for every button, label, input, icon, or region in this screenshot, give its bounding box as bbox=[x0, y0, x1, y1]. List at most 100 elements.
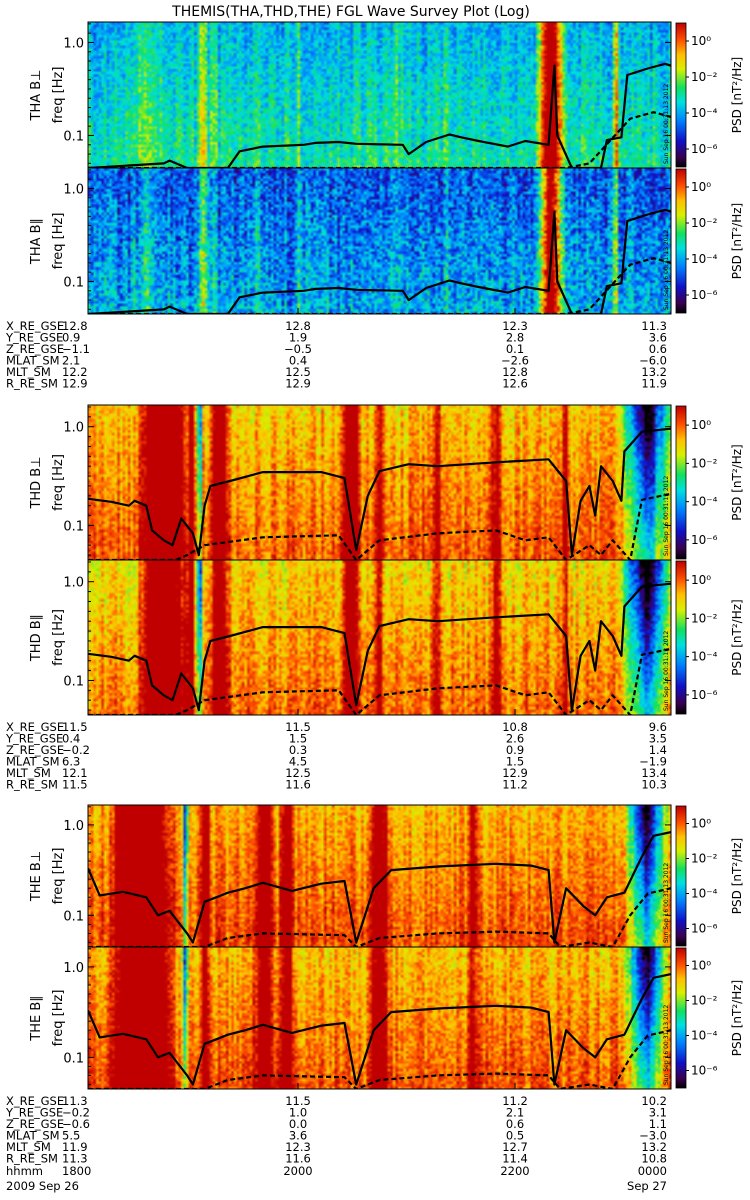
y-tick-label: 1.0 bbox=[63, 36, 84, 51]
colorbar-tick-label: 10⁻² bbox=[691, 216, 718, 230]
dashed-line-tha-1 bbox=[88, 257, 671, 314]
colorbar-tick-label: 10⁻² bbox=[691, 852, 718, 866]
ephem-label: X_RE_GSE bbox=[6, 319, 64, 333]
stamp-group: Sun Sep 16 00:31:13 2012 bbox=[663, 84, 670, 164]
ephem-value: 11.4 bbox=[502, 1152, 528, 1166]
y-tick-label: 1.0 bbox=[63, 961, 84, 976]
spectrogram-the-1 bbox=[88, 947, 671, 1089]
lines-the-1 bbox=[88, 973, 671, 1089]
figure-title: THEMIS(THA,THD,THE) FGL Wave Survey Plot… bbox=[171, 4, 530, 20]
ephem-label: MLAT_SM bbox=[6, 354, 60, 368]
lines-tha-0 bbox=[88, 62, 671, 168]
colorbar-tick-label: 10⁰ bbox=[691, 959, 711, 973]
ephem-label: R_RE_SM bbox=[6, 377, 58, 391]
ephem-value: 10.8 bbox=[502, 720, 528, 734]
colorbar-tick-label: 10⁻⁴ bbox=[691, 252, 718, 266]
ephem-value: 3.5 bbox=[649, 732, 667, 746]
ylabel-group: freq [Hz] bbox=[51, 990, 66, 1047]
solid-line-thd-1 bbox=[88, 582, 671, 712]
ephem-value: 11.5 bbox=[285, 1094, 311, 1108]
panel-frame bbox=[87, 559, 672, 716]
ephem-value: 10.2 bbox=[641, 1094, 667, 1108]
y-axis-label: freq [Hz] bbox=[51, 67, 66, 124]
panel-label-group: THD B⊥ bbox=[29, 456, 44, 509]
colorbar-label: PSD [nT²/Hz] bbox=[730, 444, 744, 520]
ephem-value: 12.5 bbox=[285, 766, 311, 780]
colorbar-tick-label: 10⁻² bbox=[691, 456, 718, 470]
timestamp-stamp: Sun Sep 16 00:31:13 2012 bbox=[663, 631, 670, 711]
ephem-label: X_RE_GSE bbox=[6, 720, 64, 734]
timestamp-stamp: Sun Sep 16 00:31:13 2012 bbox=[663, 476, 670, 556]
ephem-label: MLT_SM bbox=[6, 766, 51, 780]
time-tick-label: 0000 bbox=[638, 1164, 667, 1178]
colorbar bbox=[675, 168, 687, 314]
colorbar-tick-label: 10⁻² bbox=[691, 70, 718, 84]
colorbar bbox=[675, 947, 687, 1089]
ephem-value: 11.3 bbox=[62, 1094, 88, 1108]
ephem-value: 11.6 bbox=[285, 1152, 311, 1166]
colorbar bbox=[675, 805, 687, 947]
colorbar-tick-label: 10⁻⁶ bbox=[691, 688, 718, 702]
ephem-value: 11.2 bbox=[502, 1094, 528, 1108]
lines-thd-0 bbox=[88, 427, 671, 560]
colorbar-tick-label: 10⁻² bbox=[691, 611, 718, 625]
ephem-value: 11.3 bbox=[641, 319, 667, 333]
ephem-value: 4.5 bbox=[289, 755, 307, 769]
ephem-label: R_RE_SM bbox=[6, 1152, 58, 1166]
lines-tha-1 bbox=[88, 208, 671, 314]
ephem-value: 5.5 bbox=[62, 1129, 80, 1143]
y-tick-label: 1.0 bbox=[63, 182, 84, 197]
colorbar-tick-label: 10⁻⁶ bbox=[691, 288, 718, 302]
y-axis-label: freq [Hz] bbox=[51, 990, 66, 1047]
dashed-line-thd-0 bbox=[88, 492, 671, 560]
lines-thd-1 bbox=[88, 582, 671, 715]
ephem-value: 12.3 bbox=[502, 319, 528, 333]
colorbar bbox=[675, 405, 687, 560]
colorbar-tick-label: 10⁻⁶ bbox=[691, 142, 718, 156]
colorbar bbox=[675, 560, 687, 715]
ylabel-group: freq [Hz] bbox=[51, 848, 66, 905]
ephem-label: Y_RE_GSE bbox=[5, 331, 63, 345]
y-tick-label: 0.1 bbox=[63, 909, 84, 924]
ephem-value: 3.6 bbox=[289, 1129, 307, 1143]
ephem-value: 11.2 bbox=[502, 778, 528, 792]
panel-frame bbox=[87, 946, 672, 1090]
ephem-value: −0.6 bbox=[62, 1117, 90, 1131]
colorbar bbox=[675, 22, 687, 168]
ephem-value: −0.2 bbox=[62, 1106, 90, 1120]
stamp-group: Sun Sep 16 00:31:13 2012 bbox=[663, 1005, 670, 1085]
colorbar-tick-label: 10⁻⁴ bbox=[691, 106, 718, 120]
ephem-label: R_RE_SM bbox=[6, 778, 58, 792]
colorbar-tick-label: 10⁰ bbox=[691, 180, 711, 194]
ephem-value: 12.9 bbox=[62, 377, 88, 391]
ephem-value: 10.8 bbox=[641, 1152, 667, 1166]
spectrogram-thd-0 bbox=[88, 405, 671, 560]
ephem-value: 1.5 bbox=[289, 732, 307, 746]
colorbar-label-group: PSD [nT²/Hz] bbox=[730, 57, 744, 133]
ephem-value: −0.2 bbox=[62, 743, 90, 757]
colorbar-tick-label: 10⁰ bbox=[691, 34, 711, 48]
solid-line-the-1 bbox=[88, 973, 671, 1086]
panel-label: THE B⊥ bbox=[29, 851, 44, 902]
colorbar-label: PSD [nT²/Hz] bbox=[730, 599, 744, 675]
ephem-label: MLT_SM bbox=[6, 365, 51, 379]
ephem-value: 13.4 bbox=[641, 766, 667, 780]
y-axis-label: freq [Hz] bbox=[51, 454, 66, 511]
stamp-group: Sun Sep 16 00:31:13 2012 bbox=[663, 230, 670, 310]
ephem-value: 1.9 bbox=[289, 331, 307, 345]
colorbar-label-group: PSD [nT²/Hz] bbox=[730, 980, 744, 1056]
colorbar-label: PSD [nT²/Hz] bbox=[730, 980, 744, 1056]
ephem-value: 12.7 bbox=[502, 1140, 528, 1154]
colorbar-label-group: PSD [nT²/Hz] bbox=[730, 203, 744, 279]
ephem-value: 9.6 bbox=[649, 720, 667, 734]
dashed-line-the-1 bbox=[88, 1029, 671, 1089]
ephem-value: −3.0 bbox=[639, 1129, 667, 1143]
ephem-value: 11.5 bbox=[285, 720, 311, 734]
spectrogram-the-0 bbox=[88, 805, 671, 947]
panel-label: THE B∥ bbox=[29, 995, 44, 1041]
ephem-value: 11.3 bbox=[62, 1152, 88, 1166]
y-axis-label: freq [Hz] bbox=[51, 609, 66, 666]
ephem-value: 0.6 bbox=[649, 342, 667, 356]
colorbar-label: PSD [nT²/Hz] bbox=[730, 838, 744, 914]
